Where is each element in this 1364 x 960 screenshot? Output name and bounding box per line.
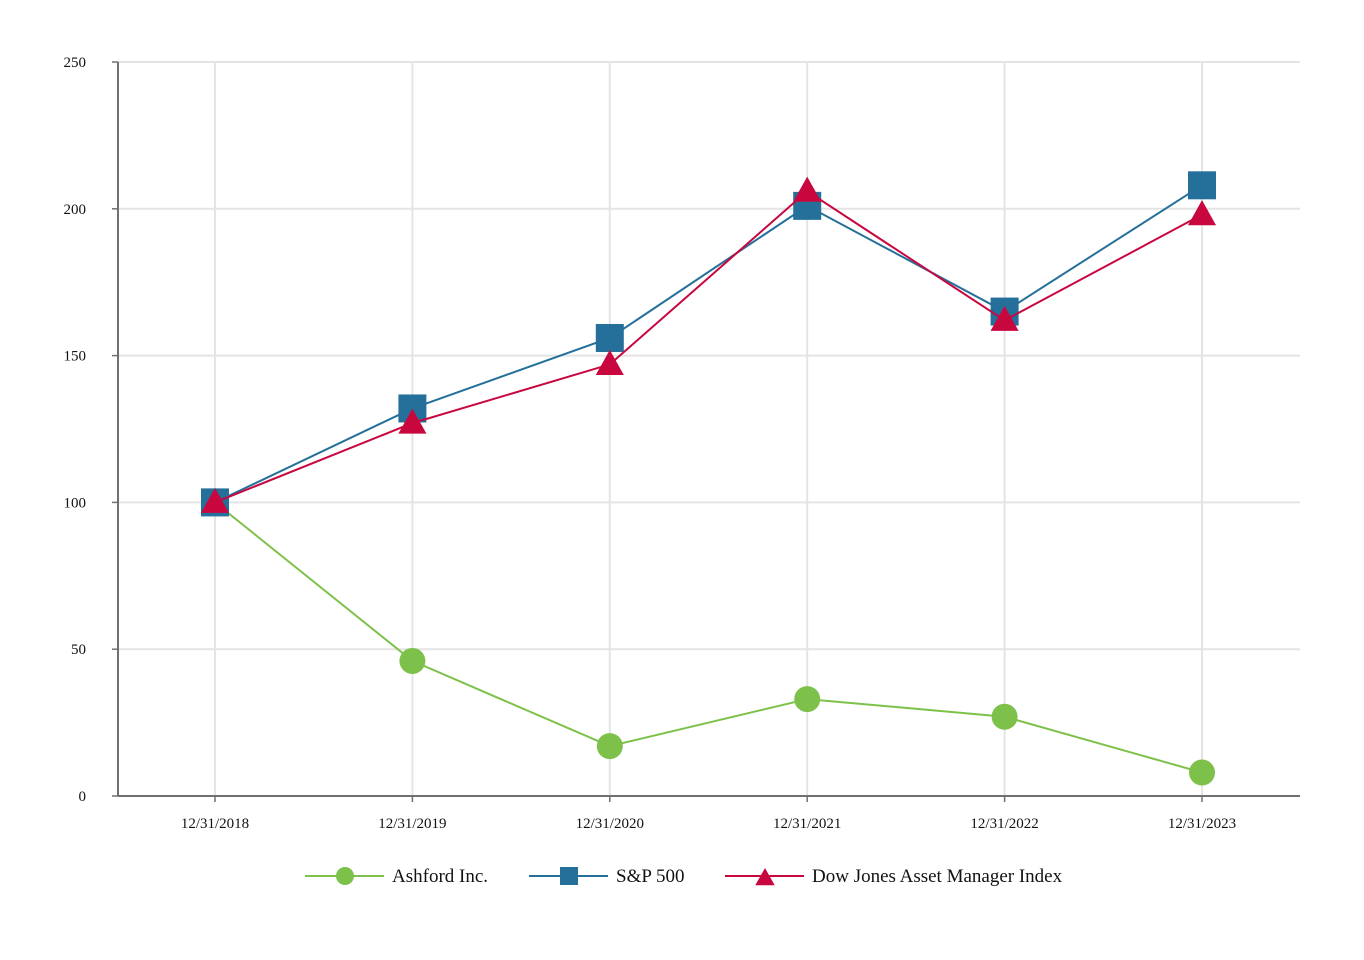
data-point-square: [595, 323, 624, 352]
legend-label: Ashford Inc.: [392, 866, 488, 887]
data-point-triangle: [1187, 200, 1217, 226]
series-dow-jones-asset-manager-index: [200, 176, 1217, 513]
data-point-circle: [1189, 759, 1215, 786]
y-tick-label: 100: [64, 495, 87, 511]
data-point-circle: [399, 647, 426, 674]
x-tick-label: 12/31/2019: [378, 816, 446, 832]
y-tick-labels: 0 50 100 150 200 250: [64, 55, 87, 805]
data-point-circle: [991, 703, 1018, 730]
legend-item: Ashford Inc.: [305, 866, 488, 887]
legend-marker-circle: [336, 867, 354, 885]
y-tick-label: 50: [71, 642, 86, 658]
y-tick-label: 150: [64, 349, 87, 365]
x-tick-label: 12/31/2023: [1168, 816, 1236, 832]
data-point-triangle: [398, 408, 427, 434]
y-tick-label: 250: [64, 55, 87, 71]
y-tick-label: 0: [79, 789, 87, 805]
axes: [117, 62, 1300, 797]
data-point-circle: [596, 733, 623, 760]
x-tick-labels: 12/31/2018 12/31/2019 12/31/2020 12/31/2021…: [181, 816, 1236, 832]
legend-label: S&P 500: [616, 866, 684, 887]
data-point-triangle: [990, 305, 1019, 331]
series-line: [214, 184, 1203, 504]
data-point-triangle: [200, 487, 230, 513]
series-line: [214, 501, 1203, 774]
legend-marker-square: [560, 867, 578, 885]
x-tick-label: 12/31/2021: [773, 816, 841, 832]
data-point-triangle: [793, 176, 822, 202]
x-tick-label: 12/31/2022: [970, 816, 1038, 832]
data-point-square: [1188, 171, 1216, 200]
x-tick-label: 12/31/2018: [181, 816, 249, 832]
series-line: [214, 189, 1203, 504]
data-point-triangle: [595, 349, 624, 375]
legend: Ashford Inc. S&P 500 Dow Jones Asset Manag…: [305, 866, 1063, 887]
legend-marker-triangle: [755, 867, 775, 886]
legend-item: S&P 500: [529, 866, 684, 887]
data-point-circle: [794, 686, 821, 713]
series-ashford-inc: [202, 489, 1215, 786]
gridlines: [112, 61, 1300, 802]
legend-item: Dow Jones Asset Manager Index: [725, 866, 1063, 887]
x-tick-label: 12/31/2020: [576, 816, 644, 832]
series-s-p-500: [201, 171, 1216, 517]
legend-label: Dow Jones Asset Manager Index: [812, 866, 1063, 887]
series: [200, 171, 1217, 786]
y-tick-label: 200: [64, 202, 87, 218]
